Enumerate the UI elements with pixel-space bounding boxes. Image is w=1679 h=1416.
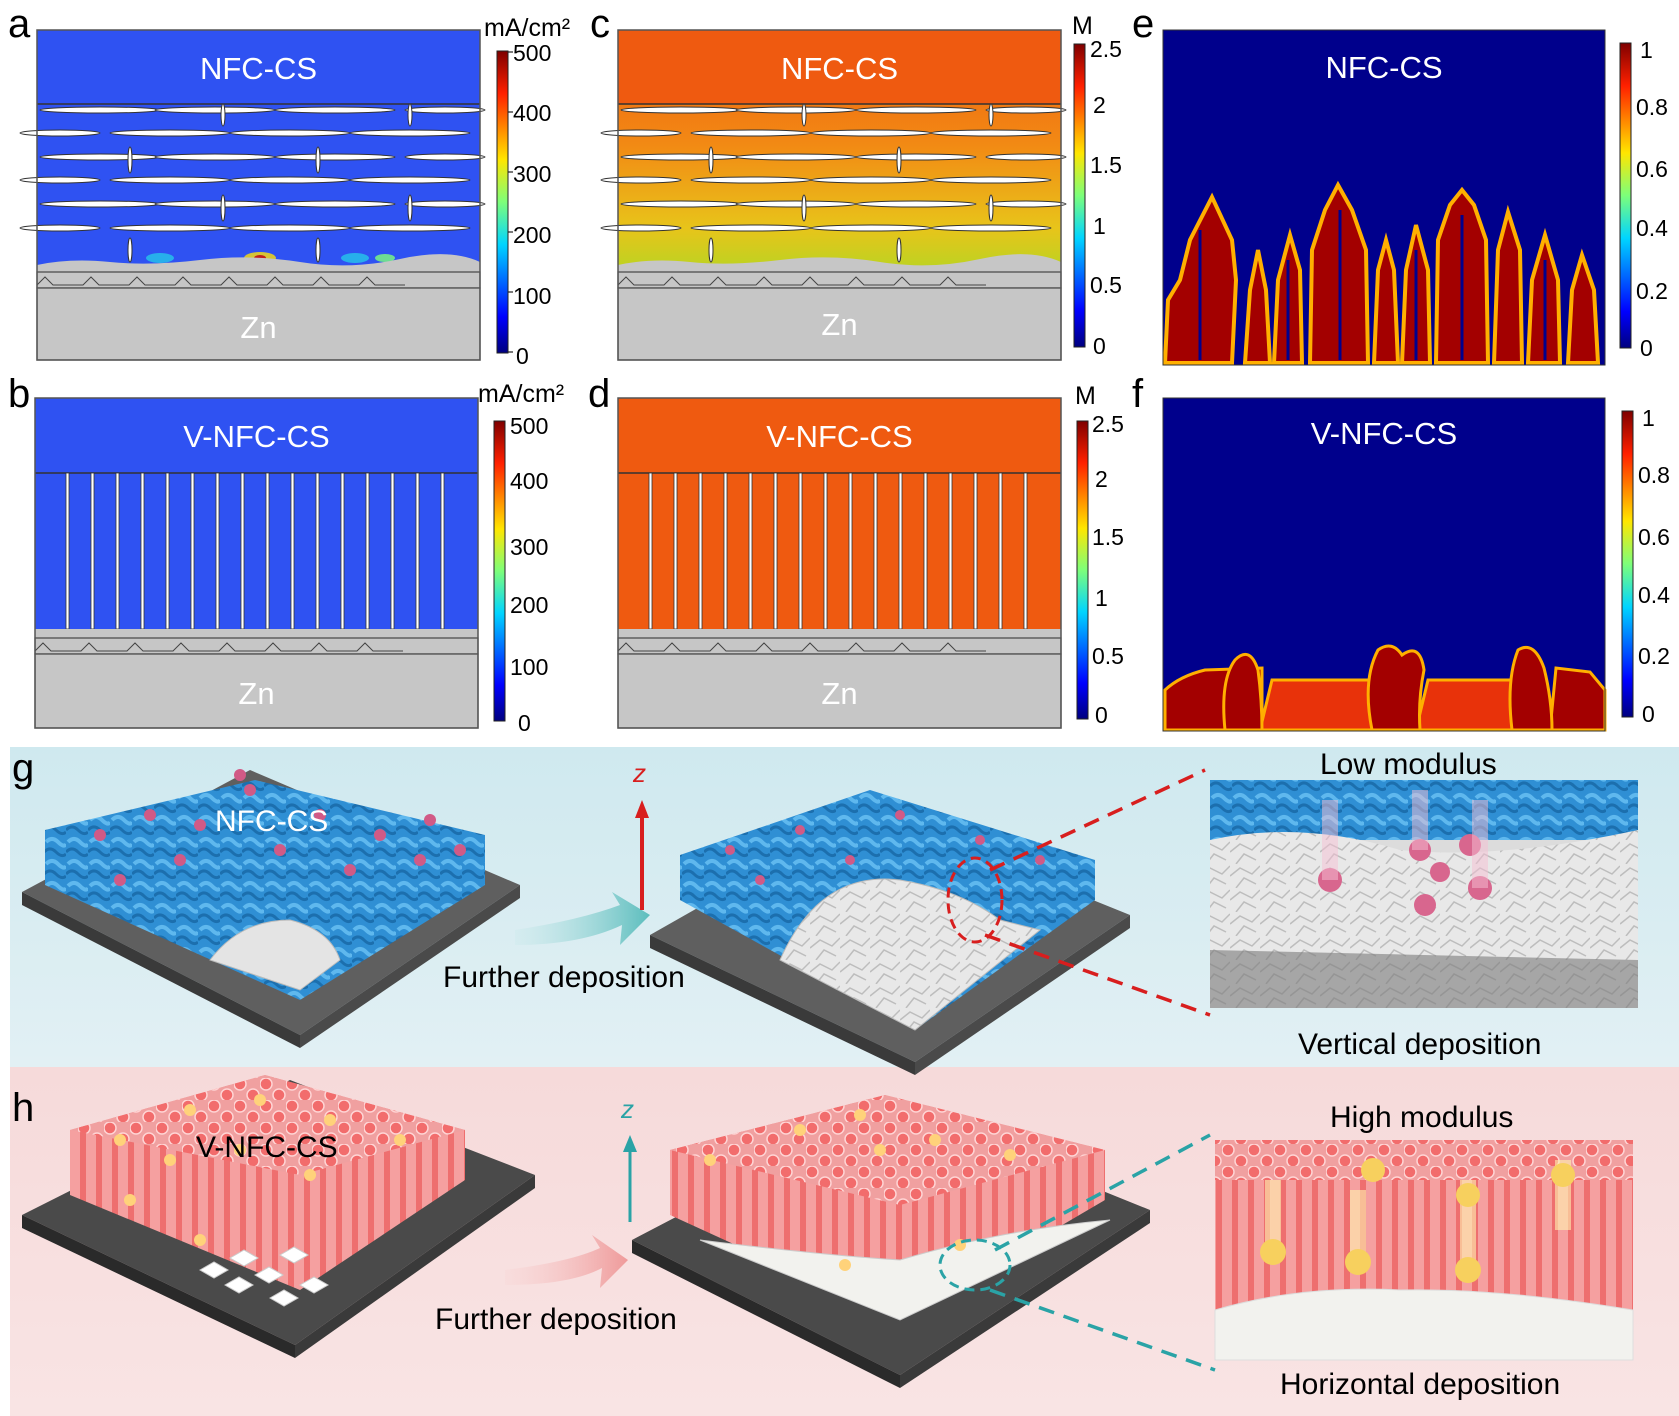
panel-g-zoom-top-label: Low modulus: [1320, 748, 1497, 781]
panel-g-z-axis: [635, 800, 649, 910]
panel-h-process-arrow: [505, 1235, 628, 1288]
panel-b-substrate-label: Zn: [238, 676, 275, 711]
tick-label: 0.6: [1638, 524, 1670, 550]
panel-e-phase-field: [1162, 29, 1606, 366]
tick-label: 0: [1640, 335, 1653, 361]
panel-a-substrate-label: Zn: [240, 310, 277, 345]
panel-d-title: V-NFC-CS: [766, 419, 913, 454]
panel-h-zoom-bottom-label: Horizontal deposition: [1280, 1368, 1561, 1401]
colorbar-a: [496, 50, 509, 354]
panel-b-title: V-NFC-CS: [183, 419, 330, 454]
colorbar-e: [1619, 42, 1632, 349]
tick-label: 0: [1642, 701, 1655, 727]
tick-label: 0.5: [1092, 643, 1124, 669]
panel-label-g: g: [12, 746, 35, 790]
panel-d-simulation: [617, 397, 1062, 729]
tick-label: 0: [516, 343, 529, 369]
panel-f-title: V-NFC-CS: [1310, 416, 1458, 451]
panel-h-arrow-text: Further deposition: [435, 1303, 677, 1336]
tick-label: 0: [1093, 333, 1106, 359]
colorbar-c: [1073, 43, 1086, 348]
tick-label: 0: [1095, 702, 1108, 728]
tick-label: 2: [1093, 92, 1106, 118]
panel-g-process-arrow: [515, 892, 650, 945]
panel-g-axis-label: z: [633, 758, 646, 788]
panel-d-substrate-label: Zn: [821, 676, 858, 711]
panel-a-simulation: [19, 29, 486, 361]
colorbar-b-unit: mA/cm²: [478, 380, 565, 408]
colorbar-d-unit: M: [1075, 382, 1096, 410]
tick-label: 400: [513, 100, 552, 126]
panel-g-model-initial: [22, 769, 520, 1048]
tick-label: 0.2: [1636, 278, 1668, 304]
panel-a-title: NFC-CS: [199, 51, 318, 86]
tick-label: 0.8: [1638, 462, 1670, 488]
panel-h-axis-label: z: [621, 1094, 634, 1124]
tick-label: 0.8: [1636, 94, 1668, 120]
panel-h-model-label: V-NFC-CS: [196, 1131, 338, 1164]
tick-label: 2.5: [1092, 411, 1124, 437]
tick-label: 2.5: [1090, 36, 1122, 62]
panel-label-d: d: [588, 372, 611, 416]
panel-b-simulation: [34, 397, 479, 729]
panel-label-b: b: [8, 372, 31, 416]
tick-label: 500: [510, 413, 549, 439]
tick-label: 1.5: [1090, 152, 1122, 178]
tick-label: 100: [510, 654, 549, 680]
tick-label: 0.4: [1638, 582, 1670, 608]
tick-label: 0.6: [1636, 156, 1668, 182]
tick-label: 300: [513, 161, 552, 187]
panel-c-title: NFC-CS: [780, 51, 899, 86]
panel-g-arrow-text: Further deposition: [443, 961, 685, 994]
colorbar-d: [1076, 420, 1089, 720]
tick-label: 2: [1095, 466, 1108, 492]
tick-label: 1: [1640, 37, 1653, 63]
panel-f-phase-field: [1162, 397, 1607, 732]
tick-label: 300: [510, 534, 549, 560]
panel-h-z-axis: [623, 1135, 637, 1222]
tick-label: 1.5: [1092, 524, 1124, 550]
tick-label: 1: [1095, 585, 1108, 611]
panel-label-a: a: [8, 2, 31, 46]
panel-e-title: NFC-CS: [1325, 50, 1443, 85]
panel-h-model-initial: [22, 1075, 535, 1358]
tick-label: 200: [513, 222, 552, 248]
panel-label-f: f: [1132, 372, 1144, 416]
tick-label: 500: [513, 40, 552, 66]
panel-h-model-deposited: [632, 1095, 1216, 1388]
panel-g-zoom-view: [1210, 780, 1638, 1008]
tick-label: 0.4: [1636, 215, 1668, 241]
tick-label: 400: [510, 468, 549, 494]
tick-label: 0: [518, 710, 531, 736]
panel-c-substrate-label: Zn: [821, 307, 858, 342]
panel-g-model-label: NFC-CS: [215, 805, 329, 838]
tick-label: 1: [1093, 213, 1106, 239]
panel-label-e: e: [1132, 2, 1155, 46]
panel-g-model-deposited: [650, 768, 1211, 1075]
colorbar-a-unit: mA/cm²: [484, 14, 571, 42]
panel-label-h: h: [12, 1086, 35, 1130]
colorbar-f: [1621, 410, 1634, 718]
tick-label: 100: [513, 283, 552, 309]
panel-label-c: c: [590, 2, 610, 46]
panel-h-zoom-top-label: High modulus: [1330, 1101, 1514, 1134]
tick-label: 0.5: [1090, 272, 1122, 298]
tick-label: 200: [510, 592, 549, 618]
panel-g-zoom-bottom-label: Vertical deposition: [1298, 1028, 1542, 1061]
tick-label: 0.2: [1638, 643, 1670, 669]
colorbar-b: [493, 420, 506, 722]
tick-label: 1: [1642, 405, 1655, 431]
panel-h-zoom-view: [1214, 1140, 1634, 1361]
panel-c-simulation: [600, 29, 1067, 361]
colorbar-c-unit: M: [1072, 12, 1093, 40]
